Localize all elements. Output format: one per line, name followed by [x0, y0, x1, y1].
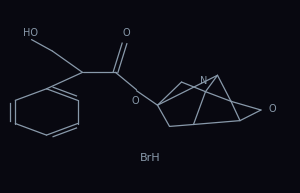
- Text: HO: HO: [22, 28, 38, 38]
- Text: N: N: [200, 76, 208, 86]
- Text: O: O: [122, 28, 130, 38]
- Text: BrH: BrH: [140, 153, 160, 163]
- Text: O: O: [131, 96, 139, 106]
- Text: O: O: [268, 104, 276, 114]
